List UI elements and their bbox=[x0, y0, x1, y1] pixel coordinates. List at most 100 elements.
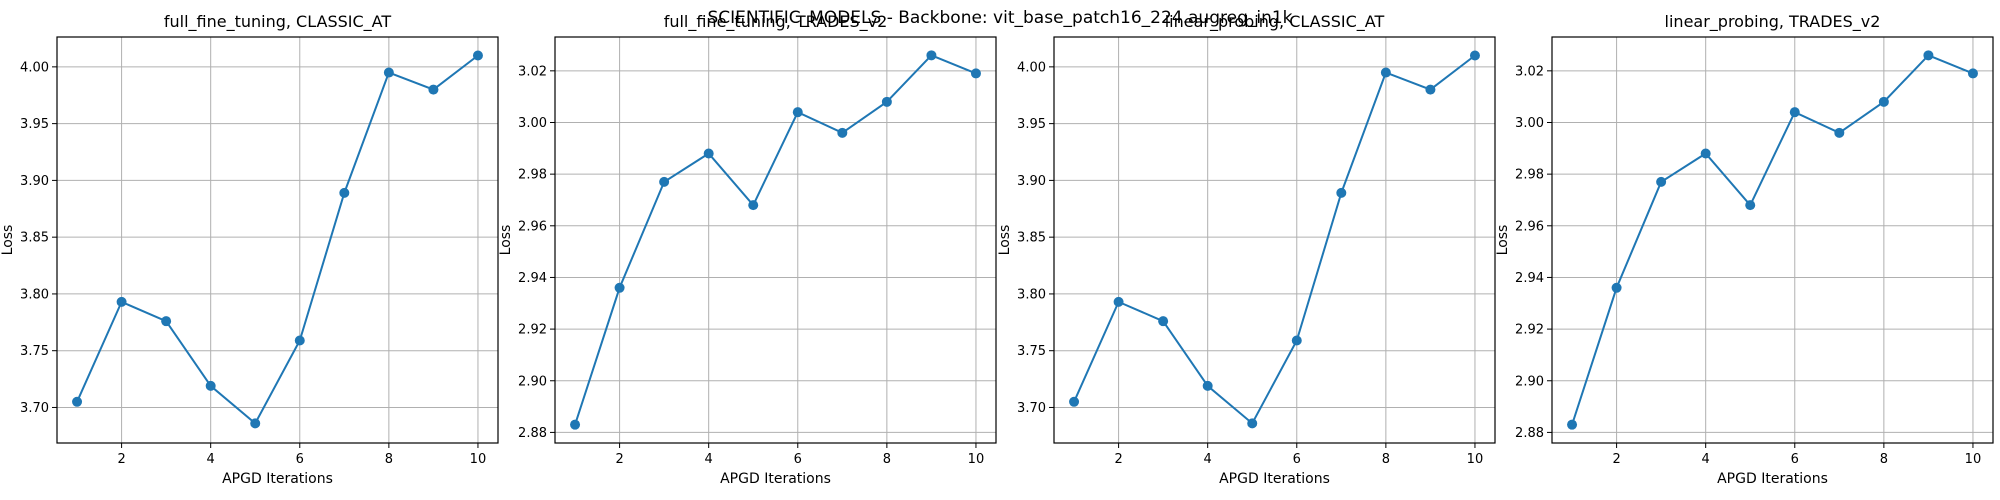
y-tick-label: 3.75 bbox=[1017, 344, 1046, 359]
data-point bbox=[428, 84, 439, 95]
y-axis-label: Loss bbox=[1495, 225, 1511, 256]
y-tick-label: 2.92 bbox=[518, 323, 547, 338]
y-tick-label: 3.02 bbox=[518, 64, 547, 79]
x-tick-label: 6 bbox=[1293, 452, 1301, 467]
series-line bbox=[1073, 54, 1476, 425]
x-tick-label: 6 bbox=[794, 452, 802, 467]
y-tick-label: 3.00 bbox=[518, 116, 547, 131]
y-tick-label: 2.90 bbox=[518, 374, 547, 389]
series-line bbox=[76, 54, 479, 425]
data-point bbox=[614, 282, 625, 293]
y-tick-label: 3.85 bbox=[1017, 231, 1046, 246]
subplot-2: 2 4 6 8 10 2.88 2.90 2.92 2.94 2.96 2.98 3.00 3.02 fu… bbox=[498, 12, 997, 487]
x-tick-label: 10 bbox=[968, 452, 985, 467]
data-point bbox=[1380, 67, 1391, 78]
x-tick-label: 10 bbox=[1467, 452, 1484, 467]
subplot-title: full_fine_tuning, TRADES_v2 bbox=[664, 12, 888, 32]
x-tick-label: 8 bbox=[1382, 452, 1390, 467]
y-tick-label: 2.94 bbox=[1515, 271, 1544, 286]
x-axis-label: APGD Iterations bbox=[720, 471, 831, 487]
series-line bbox=[1571, 54, 1974, 425]
data-point bbox=[1745, 200, 1756, 211]
data-point bbox=[472, 50, 483, 61]
y-axis-label: Loss bbox=[498, 225, 514, 256]
y-tick-label: 2.96 bbox=[1515, 219, 1544, 234]
data-point bbox=[1336, 187, 1347, 198]
y-tick-label: 3.00 bbox=[1515, 116, 1544, 131]
data-point bbox=[1469, 50, 1480, 61]
series-line bbox=[574, 54, 977, 425]
subplot-title: full_fine_tuning, CLASSIC_AT bbox=[164, 12, 392, 32]
data-point bbox=[1700, 148, 1711, 159]
axes-frame bbox=[56, 36, 499, 444]
y-tick-label: 2.96 bbox=[518, 219, 547, 234]
subplot-title: linear_probing, TRADES_v2 bbox=[1665, 12, 1881, 32]
data-point bbox=[1247, 418, 1258, 429]
data-point bbox=[1656, 176, 1667, 187]
data-point bbox=[1567, 419, 1578, 430]
data-point bbox=[161, 316, 172, 327]
data-point bbox=[1967, 68, 1978, 79]
x-axis-label: APGD Iterations bbox=[1717, 471, 1828, 487]
y-axis-label: Loss bbox=[0, 225, 16, 256]
y-tick-label: 2.90 bbox=[1515, 374, 1544, 389]
x-tick-label: 6 bbox=[296, 452, 304, 467]
y-tick-label: 3.95 bbox=[20, 117, 49, 132]
x-tick-label: 2 bbox=[1114, 452, 1122, 467]
y-tick-label: 3.90 bbox=[1017, 174, 1046, 189]
y-tick-label: 2.88 bbox=[518, 426, 547, 441]
y-tick-label: 2.94 bbox=[518, 271, 547, 286]
x-tick-label: 4 bbox=[1702, 452, 1710, 467]
axes-frame bbox=[1551, 36, 1994, 444]
x-tick-label: 8 bbox=[883, 452, 891, 467]
subplot-1: 2 4 6 8 10 3.70 3.75 3.80 3.85 3.90 3.95 4.00 full_f… bbox=[0, 12, 499, 487]
data-point bbox=[383, 67, 394, 78]
data-point bbox=[703, 148, 714, 159]
data-point bbox=[1878, 96, 1889, 107]
y-tick-label: 3.80 bbox=[1017, 287, 1046, 302]
data-point bbox=[1158, 316, 1169, 327]
x-tick-label: 10 bbox=[1965, 452, 1982, 467]
y-tick-label: 2.88 bbox=[1515, 426, 1544, 441]
y-tick-label: 4.00 bbox=[20, 60, 49, 75]
data-point bbox=[926, 50, 937, 61]
data-point bbox=[837, 127, 848, 138]
subplot-3: 2 4 6 8 10 3.70 3.75 3.80 3.85 3.90 3.95 4.00 linear… bbox=[997, 12, 1496, 487]
y-axis-label: Loss bbox=[997, 225, 1013, 256]
x-axis-label: APGD Iterations bbox=[1219, 471, 1330, 487]
data-point bbox=[1425, 84, 1436, 95]
data-point bbox=[205, 380, 216, 391]
data-point bbox=[748, 200, 759, 211]
figure-suptitle: SCIENTIFIC_MODELS - Backbone: vit_base_p… bbox=[707, 8, 1293, 28]
y-tick-label: 2.98 bbox=[1515, 168, 1544, 183]
data-point bbox=[1923, 50, 1934, 61]
x-tick-label: 6 bbox=[1791, 452, 1799, 467]
axes-frame bbox=[1053, 36, 1496, 444]
y-tick-label: 3.80 bbox=[20, 287, 49, 302]
y-tick-label: 3.70 bbox=[1017, 401, 1046, 416]
y-tick-label: 3.95 bbox=[1017, 117, 1046, 132]
y-tick-label: 3.90 bbox=[20, 174, 49, 189]
data-point bbox=[1789, 107, 1800, 118]
data-point bbox=[570, 419, 581, 430]
data-point bbox=[792, 107, 803, 118]
x-tick-label: 2 bbox=[117, 452, 125, 467]
x-tick-label: 2 bbox=[1612, 452, 1620, 467]
x-tick-label: 2 bbox=[615, 452, 623, 467]
y-tick-label: 2.92 bbox=[1515, 323, 1544, 338]
x-tick-label: 8 bbox=[385, 452, 393, 467]
data-point bbox=[881, 96, 892, 107]
axes-frame bbox=[554, 36, 997, 444]
y-tick-label: 3.70 bbox=[20, 401, 49, 416]
x-tick-label: 4 bbox=[705, 452, 713, 467]
data-point bbox=[1834, 127, 1845, 138]
data-point bbox=[294, 335, 305, 346]
data-point bbox=[1069, 396, 1080, 407]
data-point bbox=[1113, 296, 1124, 307]
data-point bbox=[72, 396, 83, 407]
y-tick-label: 2.98 bbox=[518, 168, 547, 183]
y-tick-label: 4.00 bbox=[1017, 60, 1046, 75]
subplot-4: 2 4 6 8 10 2.88 2.90 2.92 2.94 2.96 2.98 3.00 3.02 li… bbox=[1495, 12, 1994, 487]
